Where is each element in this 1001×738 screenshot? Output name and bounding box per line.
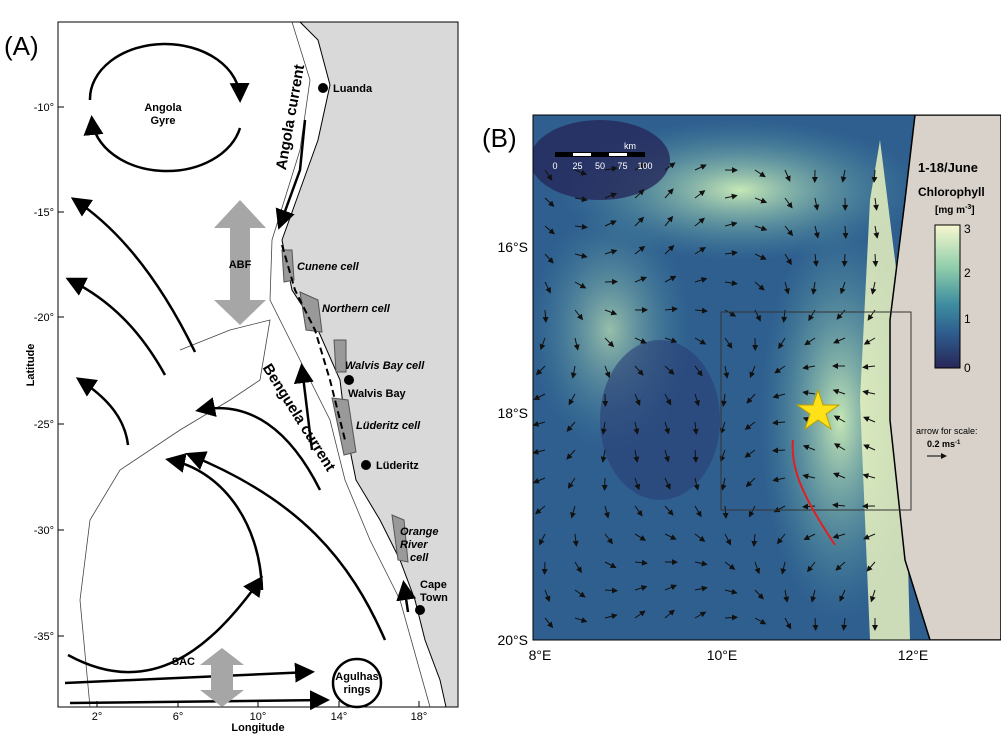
tick-label: 12°E <box>898 647 929 663</box>
tick-label: -25° <box>34 419 54 431</box>
lon-ticks: 8°E 10°E 12°E <box>529 647 929 663</box>
period: 1-18/June <box>918 160 978 175</box>
lat-ticks: 16°S 18°S 20°S <box>497 239 528 648</box>
scale-tick-label: 0 <box>552 161 557 171</box>
place-label: Luanda <box>333 83 373 95</box>
tick-label: 6° <box>173 711 184 723</box>
scale-tick-label: 100 <box>637 161 652 171</box>
tick-label: 10°E <box>707 647 738 663</box>
tick-label: -30° <box>34 525 54 537</box>
tick-label: 18° <box>411 711 428 723</box>
cell-label: Walvis Bay cell <box>345 360 425 372</box>
cell-label: Lüderitz cell <box>356 420 421 432</box>
feature-label: ABF <box>229 259 252 271</box>
panel-label: (B) <box>482 123 517 153</box>
panel-label: (A) <box>4 31 39 61</box>
cell-label: Northern cell <box>322 303 391 315</box>
scale-unit: km <box>624 141 636 151</box>
tick-label: 0 <box>964 361 971 375</box>
tick-label: 2 <box>964 266 971 280</box>
scale-tick-label: 25 <box>572 161 582 171</box>
tick-label: 8°E <box>529 647 552 663</box>
cell-label: Cunene cell <box>297 261 360 273</box>
axis-title: Longitude <box>231 722 284 734</box>
place-label: Lüderitz <box>376 460 419 472</box>
tick-label: -20° <box>34 312 54 324</box>
tick-label: 3 <box>964 222 971 236</box>
tick-label: 18°S <box>497 405 528 421</box>
tick-label: 16°S <box>497 239 528 255</box>
scale-tick-label: 50 <box>595 161 605 171</box>
feature-label: SAC <box>172 656 195 668</box>
arrow-scale-caption: arrow for scale: <box>916 426 978 436</box>
panel-a: (A) -10°-15°-20°-25°-30°-35° 2°6°10°14°1… <box>4 22 458 734</box>
tick-label: 14° <box>331 711 348 723</box>
scale-tick-label: 75 <box>617 161 627 171</box>
panel-b: (B) km 0255075100 1-18/June Chlorophyll … <box>482 115 1001 663</box>
place-label: Walvis Bay <box>348 388 407 400</box>
tick-label: -10° <box>34 102 54 114</box>
tick-label: 1 <box>964 312 971 326</box>
tick-label: 20°S <box>497 632 528 648</box>
velocity-arrow <box>844 254 845 266</box>
page: (A) -10°-15°-20°-25°-30°-35° 2°6°10°14°1… <box>0 0 1001 738</box>
tick-label: -35° <box>34 631 54 643</box>
colorbar <box>935 225 960 368</box>
colorbar-title: Chlorophyll <box>918 185 985 199</box>
figure: (A) -10°-15°-20°-25°-30°-35° 2°6°10°14°1… <box>0 0 1001 738</box>
tick-label: 2° <box>92 711 103 723</box>
place-label: CapeTown <box>420 579 448 604</box>
tick-label: -15° <box>34 207 54 219</box>
axis-title: Latitude <box>25 344 37 387</box>
